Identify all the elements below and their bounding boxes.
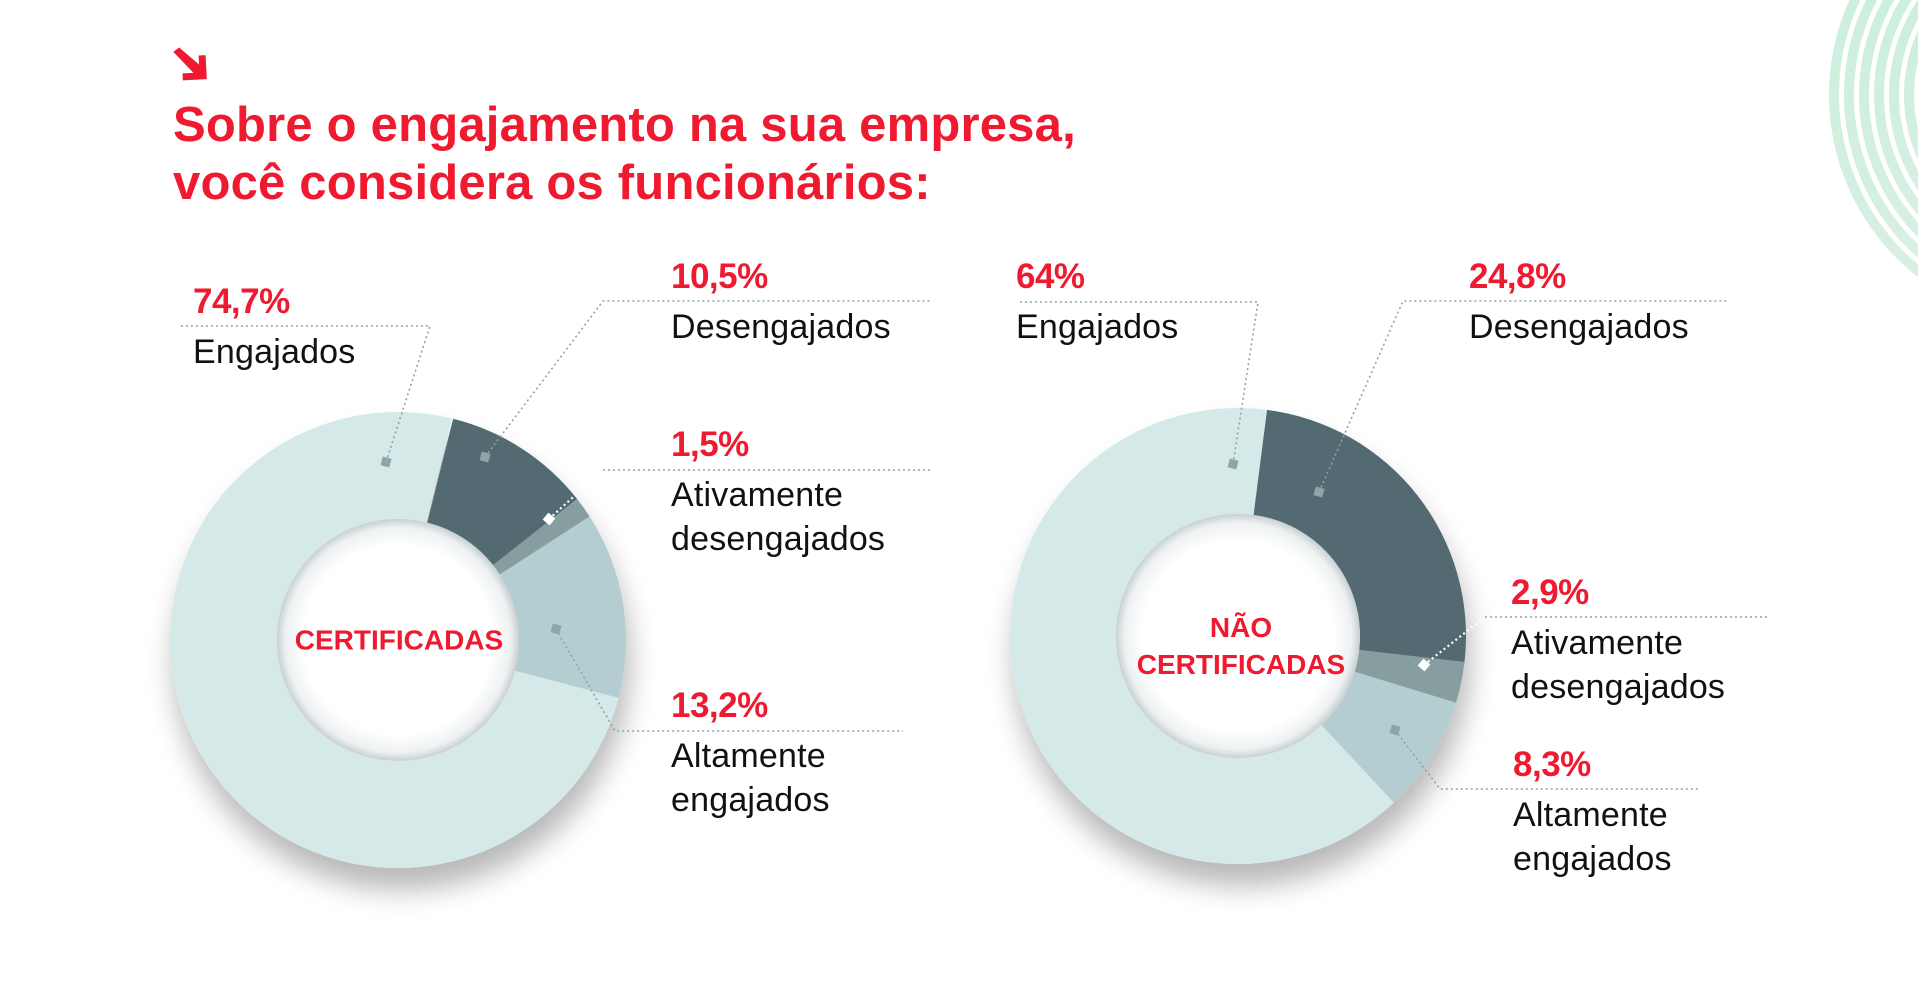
segment-engajados <box>169 412 619 869</box>
callout-engajados-nao-certificadas: 64% Engajados <box>1016 259 1179 349</box>
callout-category: Ativamente <box>1511 624 1684 662</box>
callout-percentage: 10,5% <box>671 257 768 296</box>
segment-desengajados <box>1253 409 1466 663</box>
callout-percentage: 1,5% <box>671 425 749 464</box>
leader-marker-icon <box>1227 458 1239 470</box>
title-line-2: você considera os funcionários: <box>173 156 931 210</box>
leader-altamente-engajados <box>550 623 903 732</box>
callout-category-line2: desengajados <box>671 520 886 558</box>
donut-hole <box>277 519 519 761</box>
chart-center-label-nao-certificadas: NÃO CERTIFICADAS <box>1136 612 1346 680</box>
segment-engajados <box>1009 407 1394 864</box>
chart-center-label-certificadas: CERTIFICADAS <box>294 624 504 656</box>
callout-category-line2: desengajados <box>1511 668 1726 706</box>
leader-ativamente-desengajados <box>1417 616 1767 672</box>
leader-desengajados <box>1313 300 1727 498</box>
segment-altamente-engajados <box>499 516 626 698</box>
segment-ativamente-desengajados <box>493 499 590 575</box>
leader-marker-icon <box>380 456 392 468</box>
callout-category: Engajados <box>1016 308 1179 346</box>
donut-nao-certificadas <box>1009 300 1767 864</box>
leader-marker-icon <box>1417 658 1431 672</box>
segment-desengajados <box>427 418 578 566</box>
title-line-1: Sobre o engajamento na sua empresa, <box>173 98 1076 152</box>
leader-engajados <box>180 325 432 468</box>
callout-percentage: 2,9% <box>1511 573 1589 612</box>
callout-altamente-engajados-nao-certificadas: 8,3% Altamente engajados <box>1513 747 1672 881</box>
callout-percentage: 13,2% <box>671 686 768 725</box>
callout-ativamente-desengajados-nao-certificadas: 2,9% Ativamente desengajados <box>1511 575 1725 709</box>
leader-desengajados <box>479 300 930 463</box>
leader-marker-icon <box>479 451 491 463</box>
leader-marker-icon <box>1389 724 1401 736</box>
donut-certificadas <box>169 300 930 869</box>
page-title: Sobre o engajamento na sua empresa, você… <box>173 96 1076 212</box>
arrow-down-right-icon <box>173 47 207 81</box>
callout-engajados-certificadas: 74,7% Engajados <box>193 284 356 374</box>
leader-engajados <box>1017 301 1259 470</box>
callout-percentage: 74,7% <box>193 282 290 321</box>
callout-percentage: 8,3% <box>1513 745 1591 784</box>
callout-category: Ativamente <box>671 476 844 514</box>
leader-marker-icon <box>542 512 556 526</box>
callout-category: Altamente <box>1513 796 1668 834</box>
segment-ativamente-desengajados <box>1354 649 1465 703</box>
leader-marker-icon <box>1313 486 1325 498</box>
callout-desengajados-nao-certificadas: 24,8% Desengajados <box>1469 259 1689 349</box>
donut-hole <box>1116 514 1360 758</box>
callout-category-line2: engajados <box>1513 840 1672 878</box>
callout-category: Desengajados <box>1469 308 1689 346</box>
donut-ring <box>169 412 626 869</box>
callout-altamente-engajados-certificadas: 13,2% Altamente engajados <box>671 688 830 822</box>
segment-altamente-engajados <box>1321 671 1457 803</box>
leader-marker-icon <box>550 623 562 635</box>
callout-ativamente-desengajados-certificadas: 1,5% Ativamente desengajados <box>671 427 885 561</box>
callout-category: Desengajados <box>671 308 891 346</box>
leader-ativamente-desengajados <box>542 469 930 526</box>
callout-percentage: 64% <box>1016 257 1085 296</box>
donut-ring <box>1009 407 1466 864</box>
callout-category: Altamente <box>671 737 826 775</box>
callout-category-line2: engajados <box>671 781 830 819</box>
leader-altamente-engajados <box>1389 724 1700 790</box>
callout-percentage: 24,8% <box>1469 257 1566 296</box>
callout-category: Engajados <box>193 333 356 371</box>
callout-desengajados-certificadas: 10,5% Desengajados <box>671 259 891 349</box>
